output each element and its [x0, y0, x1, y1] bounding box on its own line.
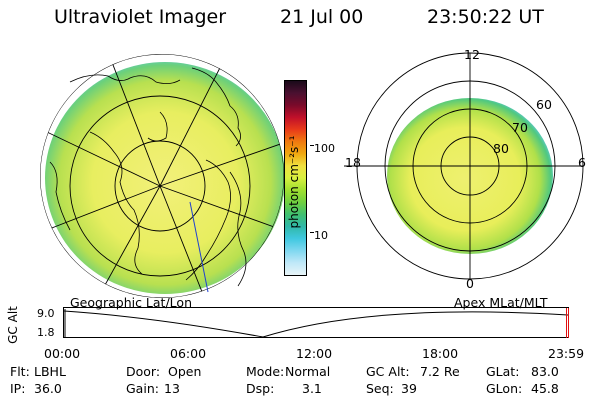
- geographic-image: [40, 54, 285, 298]
- glat-label: GLat:: [486, 364, 520, 379]
- mode-label: Mode:: [246, 364, 285, 379]
- timeline-x-tick-0000: 00:00: [44, 346, 81, 361]
- timeline-y-tick-top: 9.0: [37, 307, 55, 320]
- seq-label: Seq:: [366, 381, 394, 396]
- mlt-label-6: 6: [578, 155, 586, 170]
- door-label: Door:: [126, 364, 161, 379]
- mlt-label-12: 12: [464, 47, 480, 62]
- flt-label: Flt:: [10, 364, 30, 379]
- gcalt-label: GC Alt:: [366, 364, 410, 379]
- time-label: 23:50:22 UT: [427, 6, 544, 28]
- timeline-x-tick-1800: 18:00: [422, 346, 459, 361]
- mlat-label-70: 70: [512, 120, 528, 135]
- colorbar-tick-mark-10: [310, 232, 314, 233]
- gcalt-value: 7.2 Re: [420, 364, 460, 379]
- door-value: Open: [168, 364, 202, 379]
- current-time-marker: [566, 308, 569, 338]
- timeline-x-tick-0600: 06:00: [170, 346, 207, 361]
- timeline-y-tick-bottom: 1.8: [37, 326, 55, 339]
- glat-value: 83.0: [531, 364, 559, 379]
- left-panel-caption: Geographic Lat/Lon: [70, 295, 192, 310]
- mlt-label-0: 0: [466, 276, 474, 291]
- colorbar-tick-mark-100: [310, 145, 314, 146]
- altitude-timeline: [63, 307, 569, 338]
- ip-value: 36.0: [34, 381, 62, 396]
- gain-value: 13: [164, 381, 180, 396]
- colorbar-units-label: photon cm⁻²s⁻¹: [287, 135, 301, 229]
- date-label: 21 Jul 00: [280, 6, 364, 28]
- gain-label: Gain:: [126, 381, 159, 396]
- flt-value: LBHL: [34, 364, 66, 379]
- mlat-grid: [344, 52, 584, 280]
- colorbar: [284, 80, 307, 276]
- coastlines: [49, 67, 247, 287]
- auroral-image-left: [45, 62, 285, 294]
- mode-value: Normal: [285, 364, 331, 379]
- mlt-label-18: 18: [345, 155, 361, 170]
- polar-plot: [344, 52, 584, 280]
- colorbar-tick-100: 100: [314, 142, 335, 155]
- ip-label: IP:: [10, 381, 26, 396]
- track-line: [189, 201, 209, 293]
- mlat-label-80: 80: [493, 141, 509, 156]
- colorbar-tick-10: 10: [314, 229, 328, 242]
- right-panel-caption: Apex MLat/MLT: [454, 295, 548, 310]
- dsp-label: Dsp:: [246, 381, 275, 396]
- seq-value: 39: [401, 381, 417, 396]
- glon-value: 45.8: [531, 381, 559, 396]
- timeline-y-label: GC Alt: [6, 306, 20, 344]
- mlat-label-60: 60: [536, 97, 552, 112]
- timeline-x-tick-2359: 23:59: [548, 346, 585, 361]
- instrument-title: Ultraviolet Imager: [54, 6, 227, 28]
- altitude-curve: [63, 310, 569, 338]
- dsp-value: 3.1: [302, 381, 322, 396]
- timeline-x-tick-1200: 12:00: [296, 346, 333, 361]
- glon-label: GLon:: [486, 381, 523, 396]
